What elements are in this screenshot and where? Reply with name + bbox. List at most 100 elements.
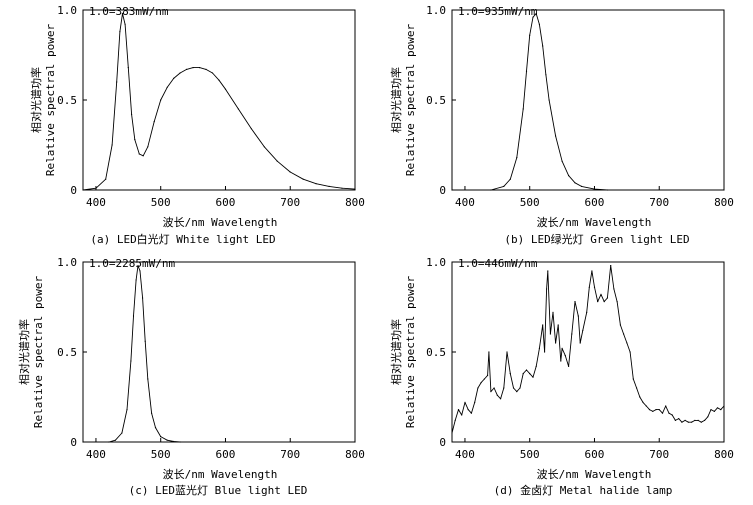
data-point [121, 13, 124, 15]
data-point [532, 16, 534, 18]
data-point [160, 436, 162, 438]
series-points [82, 13, 356, 191]
data-point [720, 409, 722, 411]
data-point [574, 182, 576, 184]
data-point [626, 342, 628, 344]
x-axis-label: 波长/nm Wavelength [537, 216, 652, 229]
data-point [173, 77, 175, 79]
scale-annotation: 1.0=2285mW/nm [89, 257, 175, 270]
data-point [127, 67, 129, 69]
data-point [480, 382, 482, 384]
data-point [678, 418, 680, 420]
x-tick-label: 400 [86, 448, 106, 461]
data-point [655, 409, 657, 411]
data-point [687, 421, 690, 423]
data-point [648, 409, 651, 411]
plot-frame [451, 9, 725, 191]
data-point [509, 373, 511, 375]
data-point [632, 378, 634, 380]
data-point [568, 175, 570, 177]
data-point [574, 301, 576, 303]
data-point [593, 286, 596, 288]
data-point [704, 419, 706, 421]
data-point [697, 419, 699, 421]
x-axis-label: 波长/nm Wavelength [537, 468, 652, 481]
data-point [684, 419, 686, 421]
data-point [131, 113, 133, 115]
data-point [341, 187, 343, 189]
chart-panel-1: 400 500 600 700 800 0 0.5 1.0 1.0=383mW/nm 波长/nm … [29, 4, 365, 246]
data-point [147, 378, 149, 380]
y-tick-label: 1.0 [426, 256, 446, 269]
data-point [652, 410, 654, 412]
data-point [542, 45, 544, 47]
x-tick-label: 800 [714, 196, 734, 209]
data-point [490, 189, 492, 191]
data-point [488, 351, 490, 353]
data-point [142, 297, 144, 299]
data-point [529, 34, 531, 36]
data-point [464, 401, 466, 403]
data-point [82, 189, 84, 191]
data-point [224, 88, 227, 90]
data-point [354, 188, 356, 190]
data-point [205, 68, 207, 70]
data-point [114, 439, 116, 441]
y-tick-label: 0 [439, 184, 446, 197]
data-point [723, 189, 725, 191]
data-point [545, 74, 547, 76]
data-point [568, 365, 570, 367]
data-point [250, 128, 252, 130]
y-axis-label-cn: 相对光谱功率 [17, 319, 31, 385]
data-point [512, 387, 515, 389]
data-point [529, 373, 531, 375]
data-point [623, 333, 625, 335]
data-point [542, 324, 544, 326]
y-tick-label: 0.5 [57, 346, 77, 359]
data-point [613, 288, 615, 290]
x-tick-label: 700 [280, 448, 300, 461]
data-point [549, 333, 552, 335]
y-tick-label: 1.0 [57, 256, 77, 269]
data-point [665, 405, 667, 407]
data-point [470, 412, 472, 414]
data-point [474, 401, 476, 403]
data-point [105, 178, 107, 180]
data-point [490, 391, 492, 393]
data-point [483, 378, 485, 380]
data-point [713, 410, 715, 412]
panel-caption: (a) LED白光灯 White light LED [90, 232, 275, 246]
data-point [691, 421, 693, 423]
y-tick-label: 0.5 [57, 94, 77, 107]
plot-frame [82, 261, 356, 443]
data-point [302, 178, 304, 180]
data-point [457, 409, 460, 411]
panel-caption: (d) 金卤灯 Metal halide lamp [494, 483, 673, 497]
data-point [263, 146, 265, 148]
y-tick-label: 0 [439, 436, 446, 449]
chart-panel-2: 400 500 600 700 800 0 0.5 1.0 1.0=935mW/nm 波长/nm … [389, 4, 734, 246]
y-axis-label-cn: 相对光谱功率 [389, 319, 403, 385]
data-point [535, 365, 537, 367]
data-point [603, 301, 605, 303]
data-point [681, 421, 683, 423]
data-point [315, 183, 317, 185]
y-tick-label: 0.5 [426, 94, 446, 107]
data-point [154, 427, 157, 429]
data-point [557, 324, 559, 326]
data-point [707, 416, 709, 418]
data-point [500, 398, 502, 400]
y-tick-label: 1.0 [426, 4, 446, 17]
data-point [160, 99, 162, 101]
data-point [564, 355, 566, 357]
data-point [525, 369, 528, 371]
data-point [710, 409, 712, 411]
data-point [111, 144, 113, 146]
data-point [493, 387, 495, 389]
data-point [561, 160, 563, 162]
data-point [126, 409, 128, 411]
data-point [723, 405, 725, 407]
data-point [535, 13, 537, 15]
y-axis-label-cn: 相对光谱功率 [389, 67, 403, 133]
data-point [124, 23, 126, 25]
